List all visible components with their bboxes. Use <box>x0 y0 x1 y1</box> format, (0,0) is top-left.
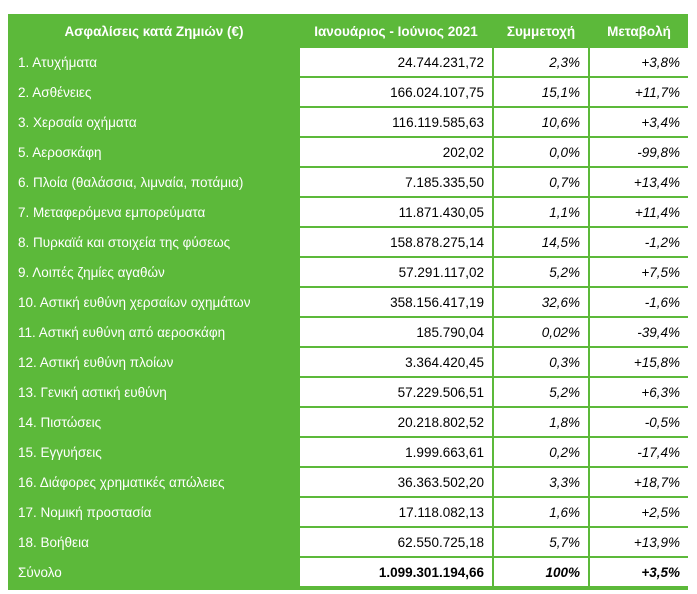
table-row: 11. Αστική ευθύνη από αεροσκάφη 185.790,0… <box>10 318 688 346</box>
row-label: 1. Ατυχήματα <box>10 48 298 76</box>
row-label: 3. Χερσαία οχήματα <box>10 108 298 136</box>
row-amount: 7.185.335,50 <box>300 168 492 196</box>
row-share: 32,6% <box>494 288 588 316</box>
header-period: Ιανουάριος - Ιούνιος 2021 <box>300 16 492 46</box>
row-change: +15,8% <box>590 348 688 376</box>
row-change: -1,6% <box>590 288 688 316</box>
row-change: -99,8% <box>590 138 688 166</box>
row-share: 0,02% <box>494 318 588 346</box>
row-label: 14. Πιστώσεις <box>10 408 298 436</box>
total-label: Σύνολο <box>10 558 298 586</box>
table-row: 14. Πιστώσεις 20.218.802,52 1,8% -0,5% <box>10 408 688 436</box>
header-change: Μεταβολή <box>590 16 688 46</box>
header-row: Ασφαλίσεις κατά Ζημιών (€) Ιανουάριος - … <box>10 16 688 46</box>
table-row: 15. Εγγυήσεις 1.999.663,61 0,2% -17,4% <box>10 438 688 466</box>
row-amount: 202,02 <box>300 138 492 166</box>
row-amount: 57.229.506,51 <box>300 378 492 406</box>
row-amount: 17.118.082,13 <box>300 498 492 526</box>
row-amount: 358.156.417,19 <box>300 288 492 316</box>
row-share: 5,7% <box>494 528 588 556</box>
table-row: 16. Διάφορες χρηματικές απώλειες 36.363.5… <box>10 468 688 496</box>
row-label: 6. Πλοία (θαλάσσια, λιμναία, ποτάμια) <box>10 168 298 196</box>
row-share: 3,3% <box>494 468 588 496</box>
row-label: 13. Γενική αστική ευθύνη <box>10 378 298 406</box>
row-label: 10. Αστική ευθύνη χερσαίων οχημάτων <box>10 288 298 316</box>
row-share: 1,1% <box>494 198 588 226</box>
row-share: 10,6% <box>494 108 588 136</box>
total-amount: 1.099.301.194,66 <box>300 558 492 586</box>
table-row: 17. Νομική προστασία 17.118.082,13 1,6% +2,… <box>10 498 688 526</box>
row-share: 1,6% <box>494 498 588 526</box>
row-label: 2. Ασθένειες <box>10 78 298 106</box>
row-share: 0,0% <box>494 138 588 166</box>
row-label: 12. Αστική ευθύνη πλοίων <box>10 348 298 376</box>
row-change: +13,9% <box>590 528 688 556</box>
table-row: 1. Ατυχήματα 24.744.231,72 2,3% +3,8% <box>10 48 688 76</box>
table-row: 13. Γενική αστική ευθύνη 57.229.506,51 5,2… <box>10 378 688 406</box>
table-row: 8. Πυρκαϊά και στοιχεία της φύσεως 158.87… <box>10 228 688 256</box>
table-row: 12. Αστική ευθύνη πλοίων 3.364.420,45 0,3%… <box>10 348 688 376</box>
table-row: 7. Μεταφερόμενα εμπορεύματα 11.871.430,05… <box>10 198 688 226</box>
row-amount: 57.291.117,02 <box>300 258 492 286</box>
table-row: 10. Αστική ευθύνη χερσαίων οχημάτων 358.1… <box>10 288 688 316</box>
row-label: 18. Βοήθεια <box>10 528 298 556</box>
row-share: 5,2% <box>494 258 588 286</box>
total-row: Σύνολο 1.099.301.194,66 100% +3,5% <box>10 558 688 586</box>
row-change: -39,4% <box>590 318 688 346</box>
row-amount: 158.878.275,14 <box>300 228 492 256</box>
row-label: 11. Αστική ευθύνη από αεροσκάφη <box>10 318 298 346</box>
row-change: -17,4% <box>590 438 688 466</box>
insurance-premiums-table: Ασφαλίσεις κατά Ζημιών (€) Ιανουάριος - … <box>8 14 690 588</box>
total-share: 100% <box>494 558 588 586</box>
row-amount: 24.744.231,72 <box>300 48 492 76</box>
row-share: 0,7% <box>494 168 588 196</box>
row-change: -0,5% <box>590 408 688 436</box>
table-row: 9. Λοιπές ζημίες αγαθών 57.291.117,02 5,2%… <box>10 258 688 286</box>
row-amount: 36.363.502,20 <box>300 468 492 496</box>
row-amount: 185.790,04 <box>300 318 492 346</box>
row-amount: 11.871.430,05 <box>300 198 492 226</box>
row-amount: 3.364.420,45 <box>300 348 492 376</box>
row-label: 5. Αεροσκάφη <box>10 138 298 166</box>
row-change: -1,2% <box>590 228 688 256</box>
row-share: 2,3% <box>494 48 588 76</box>
table-row: 5. Αεροσκάφη 202,02 0,0% -99,8% <box>10 138 688 166</box>
row-amount: 20.218.802,52 <box>300 408 492 436</box>
header-share: Συμμετοχή <box>494 16 588 46</box>
row-change: +3,8% <box>590 48 688 76</box>
row-change: +18,7% <box>590 468 688 496</box>
row-share: 0,3% <box>494 348 588 376</box>
row-share: 5,2% <box>494 378 588 406</box>
row-change: +11,4% <box>590 198 688 226</box>
row-change: +13,4% <box>590 168 688 196</box>
row-label: 9. Λοιπές ζημίες αγαθών <box>10 258 298 286</box>
row-amount: 116.119.585,63 <box>300 108 492 136</box>
row-change: +2,5% <box>590 498 688 526</box>
insurance-table-container: Ασφαλίσεις κατά Ζημιών (€) Ιανουάριος - … <box>8 14 688 590</box>
table-row: 18. Βοήθεια 62.550.725,18 5,7% +13,9% <box>10 528 688 556</box>
row-label: 16. Διάφορες χρηματικές απώλειες <box>10 468 298 496</box>
row-share: 0,2% <box>494 438 588 466</box>
header-category: Ασφαλίσεις κατά Ζημιών (€) <box>10 16 298 46</box>
row-share: 1,8% <box>494 408 588 436</box>
row-label: 7. Μεταφερόμενα εμπορεύματα <box>10 198 298 226</box>
table-row: 3. Χερσαία οχήματα 116.119.585,63 10,6% +3,… <box>10 108 688 136</box>
table-body: 1. Ατυχήματα 24.744.231,72 2,3% +3,8% 2. Ασ… <box>10 48 688 586</box>
table-row: 6. Πλοία (θαλάσσια, λιμναία, ποτάμια) 7.1… <box>10 168 688 196</box>
row-amount: 166.024.107,75 <box>300 78 492 106</box>
row-change: +7,5% <box>590 258 688 286</box>
row-share: 15,1% <box>494 78 588 106</box>
row-label: 15. Εγγυήσεις <box>10 438 298 466</box>
row-change: +3,4% <box>590 108 688 136</box>
row-amount: 1.999.663,61 <box>300 438 492 466</box>
row-label: 8. Πυρκαϊά και στοιχεία της φύσεως <box>10 228 298 256</box>
table-row: 2. Ασθένειες 166.024.107,75 15,1% +11,7% <box>10 78 688 106</box>
row-label: 17. Νομική προστασία <box>10 498 298 526</box>
row-amount: 62.550.725,18 <box>300 528 492 556</box>
row-share: 14,5% <box>494 228 588 256</box>
row-change: +6,3% <box>590 378 688 406</box>
row-change: +11,7% <box>590 78 688 106</box>
total-change: +3,5% <box>590 558 688 586</box>
